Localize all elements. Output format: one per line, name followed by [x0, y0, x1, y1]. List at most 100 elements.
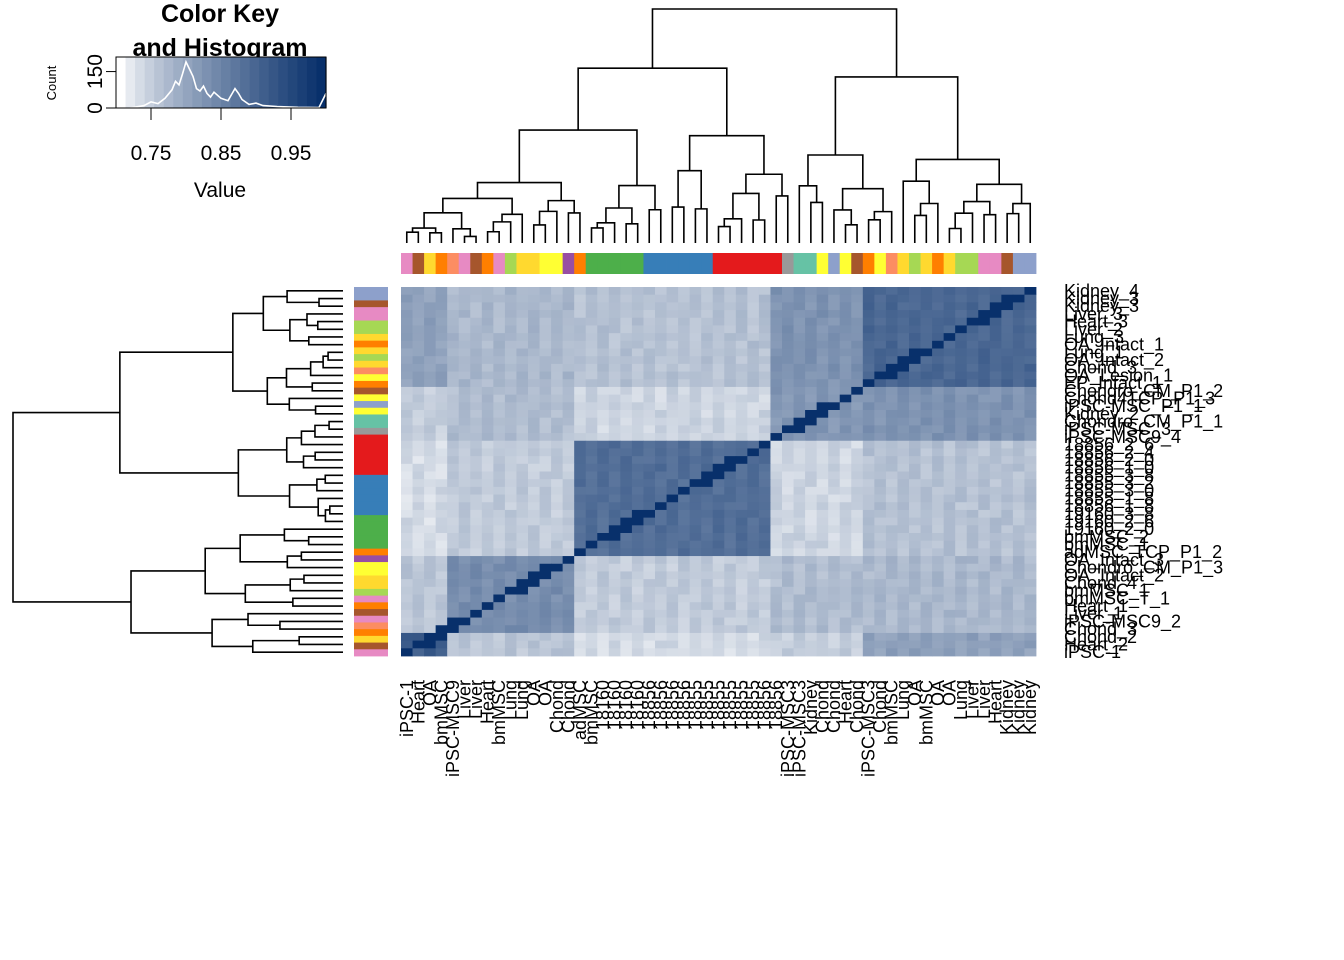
heatmap-cell — [724, 340, 737, 349]
column-side-color — [735, 253, 748, 274]
heatmap-cell — [412, 602, 425, 611]
heatmap-cell — [1024, 648, 1037, 657]
heatmap-cell — [1012, 602, 1025, 611]
heatmap-cell — [1012, 579, 1025, 588]
heatmap-cell — [412, 556, 425, 565]
row-side-color — [354, 367, 388, 375]
heatmap-cell — [528, 287, 540, 296]
heatmap-cell — [735, 440, 748, 449]
heatmap-cell — [447, 440, 460, 449]
heatmap-cell — [643, 525, 656, 534]
heatmap-cell — [862, 363, 875, 372]
heatmap-cell — [516, 579, 529, 588]
heatmap-cell — [435, 287, 448, 296]
heatmap-cell — [458, 440, 471, 449]
heatmap-cell — [805, 486, 818, 495]
row-label: bmMSC_2 — [1064, 527, 1149, 548]
column-label: bmMSC — [882, 680, 902, 745]
heatmap-cell — [435, 325, 448, 334]
heatmap-cell — [793, 386, 806, 396]
heatmap-cell — [874, 517, 887, 526]
heatmap-cell — [909, 571, 921, 580]
heatmap-cell — [724, 540, 737, 549]
heatmap-cell — [989, 556, 1002, 565]
heatmap-cell — [839, 533, 852, 542]
heatmap-cell — [885, 640, 898, 649]
heatmap-cell — [424, 379, 437, 388]
heatmap-cell — [574, 632, 587, 642]
heatmap-cell — [481, 287, 494, 296]
heatmap-cell — [839, 448, 852, 457]
heatmap-cell — [551, 348, 564, 357]
heatmap-cell — [839, 463, 852, 472]
heatmap-cell — [989, 609, 1002, 618]
heatmap-cell — [631, 440, 644, 449]
row-label: bmMSC_T_1 — [1064, 588, 1170, 609]
row-label: Lung_1 — [1064, 342, 1124, 363]
heatmap-cell — [701, 371, 714, 380]
heatmap-cell — [828, 533, 841, 542]
heatmap-cell — [770, 479, 783, 488]
column-side-color — [620, 253, 633, 274]
heatmap-cell — [539, 310, 552, 319]
heatmap-cell — [828, 356, 841, 365]
heatmap-cell — [528, 486, 540, 495]
heatmap-cell — [735, 317, 748, 326]
heatmap-cell — [435, 525, 448, 534]
heatmap-cell — [862, 379, 875, 388]
heatmap-cell — [862, 563, 875, 572]
heatmap-cell — [539, 648, 552, 657]
heatmap-cell — [793, 379, 806, 388]
row-side-color — [354, 609, 388, 617]
heatmap-cell — [481, 517, 494, 526]
heatmap-cell — [574, 433, 587, 442]
heatmap-cell — [943, 340, 956, 349]
heatmap-cell — [574, 563, 587, 572]
heatmap-cell — [666, 294, 679, 303]
heatmap-cell — [747, 517, 760, 526]
heatmap-cell — [897, 571, 910, 580]
heatmap-cell — [585, 363, 598, 372]
heatmap-cell — [805, 456, 818, 465]
column-side-color — [1012, 253, 1025, 274]
dendrogram-branch — [283, 528, 343, 542]
dendrogram-branch — [834, 76, 959, 160]
heatmap-cell — [805, 317, 818, 326]
heatmap-cell — [539, 486, 552, 495]
heatmap-cell — [1001, 486, 1014, 495]
heatmap-cell — [920, 302, 933, 311]
dendrogram-branch — [745, 173, 783, 196]
heatmap-cell — [574, 517, 587, 526]
heatmap-cell — [851, 609, 864, 618]
heatmap-cell — [620, 402, 633, 411]
heatmap-cell — [897, 471, 910, 480]
heatmap-cell — [608, 533, 621, 542]
heatmap-cell — [539, 425, 552, 434]
heatmap-cell — [504, 563, 517, 572]
heatmap-cell — [701, 563, 714, 572]
heatmap-cell — [655, 356, 667, 365]
heatmap-cell — [782, 463, 794, 472]
color-key-y-tick-label: 150 — [84, 54, 107, 89]
color-key: Color Key and Histogram 0.75 0.85 0.95 015… — [44, 0, 327, 202]
heatmap-cell — [447, 563, 460, 572]
heatmap-cell — [447, 571, 460, 580]
heatmap-cell — [631, 394, 644, 403]
heatmap-cell — [839, 609, 852, 618]
row-label: 18855_1_8 — [1064, 488, 1154, 509]
heatmap-cell — [712, 417, 725, 426]
heatmap-cell — [943, 394, 956, 403]
heatmap-cell — [597, 540, 610, 549]
heatmap-cell — [920, 317, 933, 326]
heatmap-cell — [447, 386, 460, 396]
heatmap-cell — [828, 548, 841, 557]
heatmap-cell — [989, 386, 1002, 396]
heatmap-cell — [712, 648, 725, 657]
heatmap-cell — [909, 509, 921, 519]
heatmap-cell — [597, 433, 610, 442]
column-label: OA — [905, 680, 925, 706]
heatmap-cell — [701, 502, 714, 511]
heatmap-cell — [539, 594, 552, 603]
heatmap-cell — [504, 486, 517, 495]
heatmap-cell — [620, 386, 633, 396]
